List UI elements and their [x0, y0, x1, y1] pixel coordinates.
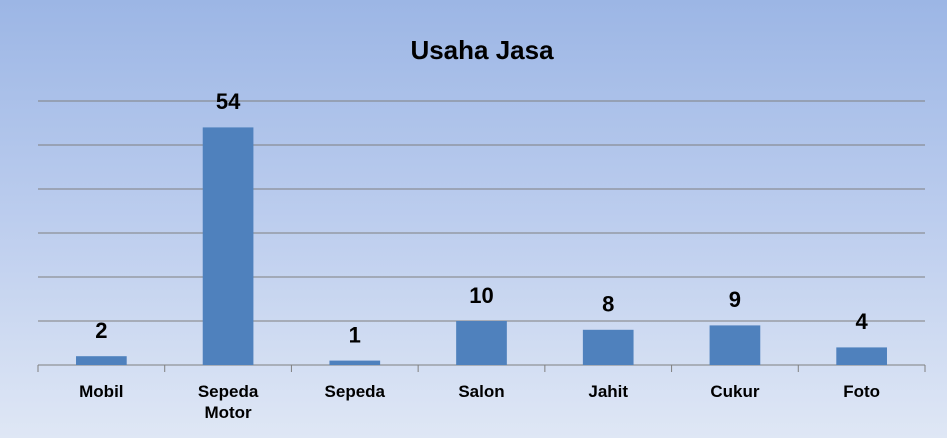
x-tick-label: Sepeda Motor — [197, 382, 259, 422]
x-tick-label: Sepeda — [324, 382, 386, 401]
bar — [709, 325, 761, 365]
data-label: 8 — [602, 292, 614, 317]
bar — [76, 356, 127, 365]
data-label: 4 — [856, 309, 869, 334]
bar — [202, 127, 254, 366]
bar — [582, 329, 634, 365]
data-label: 10 — [469, 283, 493, 308]
x-tick-label: Jahit — [588, 382, 629, 401]
data-label: 1 — [349, 322, 361, 347]
x-tick-label: Foto — [843, 382, 881, 401]
x-tick-label: Mobil — [79, 382, 124, 401]
bar — [456, 321, 507, 365]
data-label: 54 — [216, 89, 241, 114]
chart-title: Usaha Jasa — [410, 35, 554, 65]
data-label: 9 — [729, 287, 741, 312]
x-tick-label: Salon — [458, 382, 505, 401]
bar — [329, 360, 381, 365]
data-label: 2 — [95, 318, 107, 343]
bar — [836, 347, 887, 365]
x-tick-label: Cukur — [710, 382, 760, 401]
